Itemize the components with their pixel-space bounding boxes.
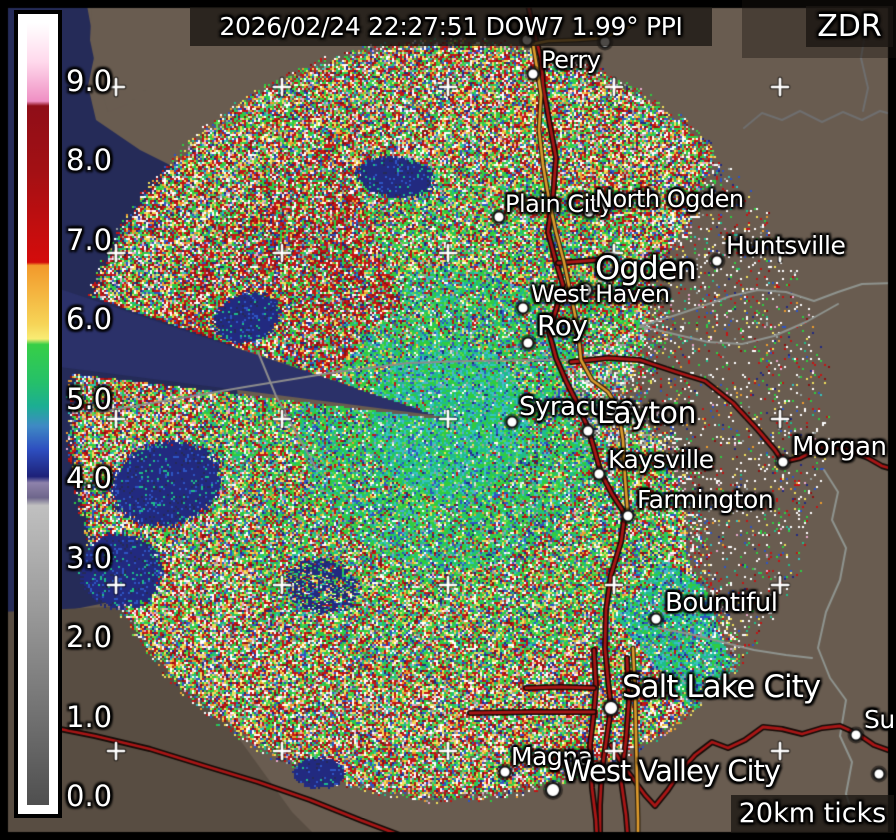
city-label-salt-lake-city: Salt Lake City <box>622 669 821 705</box>
city-label-farmington: Farmington <box>637 485 774 514</box>
colorbar-tick-9-0: 9.0 <box>66 64 113 98</box>
colorbar-tick-0-0: 0.0 <box>66 779 113 814</box>
city-label-ogden: Ogden <box>595 249 697 287</box>
city-label-bountiful: Bountiful <box>665 588 778 618</box>
city-label-morgan: Morgan <box>792 432 887 462</box>
colorbar-tick-3-0: 3.0 <box>66 540 113 575</box>
city-label-huntsville: Huntsville <box>726 231 846 260</box>
colorbar-tick-6-0: 6.0 <box>66 302 113 337</box>
colorbar-frame <box>18 14 58 814</box>
city-label-west-haven: West Haven <box>531 280 670 308</box>
colorbar-tick-1-0: 1.0 <box>66 699 113 734</box>
city-label-syracuse: Syracuse <box>519 392 634 422</box>
colorbar-tick-4-0: 4.0 <box>66 461 113 496</box>
colorbar-gradient <box>27 23 49 805</box>
city-label-perry: Perry <box>541 46 601 74</box>
city-label-west-valley-city: West Valley City <box>563 754 781 788</box>
city-label-su: Su <box>864 705 895 734</box>
product-label[interactable]: ZDR <box>806 6 893 47</box>
scale-note: 20km ticks <box>731 795 894 833</box>
colorbar-tick-2-0: 2.0 <box>66 620 113 655</box>
city-label-north-ogden: North Ogden <box>595 185 744 213</box>
scan-title-bar: 2026/02/24 22:27:51 DOW7 1.99° PPI <box>190 7 712 46</box>
city-label-magna: Magna <box>511 742 593 771</box>
city-label-layton: Layton <box>597 396 696 431</box>
colorbar-tick-7-0: 7.0 <box>66 222 113 257</box>
city-label-kaysville: Kaysville <box>608 445 714 474</box>
city-label-plain-city: Plain City <box>505 190 613 218</box>
colorbar-tick-8-0: 8.0 <box>66 143 113 178</box>
zdr-colorbar <box>14 10 62 818</box>
colorbar-tick-5-0: 5.0 <box>66 381 113 416</box>
city-label-roy: Roy <box>537 309 588 342</box>
